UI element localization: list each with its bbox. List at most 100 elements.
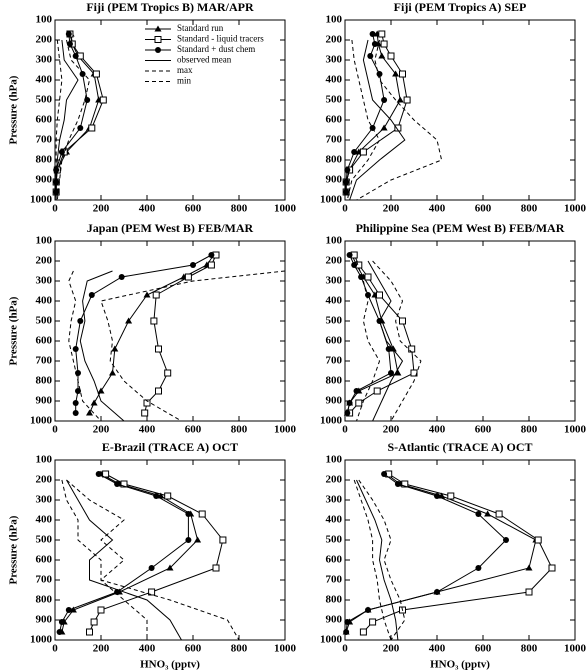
y-tick-label: 300 [36,54,53,66]
y-tick-label: 700 [326,134,343,146]
legend-label: Standard run [177,23,224,33]
marker-circle [369,125,376,131]
profile-line [345,473,507,633]
marker-circle [72,346,79,352]
x-axis-label: HNO₃ (pptv) [430,659,490,671]
x-tick-label: 800 [521,424,538,436]
y-tick-label: 500 [326,534,343,546]
legend-label: Standard - liquid tracers [177,34,264,44]
y-tick-label: 500 [36,315,53,327]
marker-triangle [86,409,93,416]
y-tick-label: 100 [36,14,53,26]
marker-circle [385,346,392,352]
y-tick-label: 400 [326,514,343,526]
profile-line [56,39,91,200]
x-tick-label: 600 [475,203,492,215]
profile-line [349,39,406,200]
marker-square [99,96,107,104]
marker-circle [65,607,72,613]
marker-circle [114,481,121,487]
marker-triangle [154,25,162,32]
marker-circle [58,619,65,625]
profile-line [59,473,189,633]
marker-square [155,387,162,395]
y-tick-label: 800 [36,594,53,606]
marker-triangle [392,70,400,77]
y-tick-label: 800 [326,594,343,606]
panel-title: Philippine Sea (PEM West B) FEB/MAR [356,221,565,235]
y-tick-label: 500 [326,94,343,106]
x-tick-label: 400 [429,203,446,215]
marker-square [155,345,162,353]
marker-circle [381,471,388,477]
marker-square [141,409,149,417]
profile-line [353,479,392,640]
marker-square [376,291,383,299]
y-tick-label: 300 [36,494,53,506]
marker-square [394,124,402,132]
marker-circle [344,167,351,173]
marker-square [150,317,158,325]
marker-circle [95,471,102,477]
marker-square [184,273,192,281]
y-tick-label: 100 [326,454,343,466]
marker-circle [344,410,351,416]
marker-square [380,40,388,48]
profile-line [79,270,125,421]
marker-square [403,96,411,104]
marker-circle [434,589,440,595]
x-tick-label: 1000 [274,203,297,215]
marker-triangle [125,317,133,324]
x-tick-label: 0 [342,643,348,655]
marker-square [355,399,363,407]
profile-line [367,260,404,421]
marker-square [364,273,372,281]
marker-triangle [484,510,492,517]
x-tick-label: 0 [342,424,348,436]
marker-circle [208,252,215,258]
y-axis-label: Pressure (hPa) [8,515,20,584]
marker-circle [351,262,358,268]
profile-line [349,254,415,414]
x-tick-label: 600 [475,643,492,655]
y-tick-label: 900 [326,614,343,626]
profile-line [358,479,406,640]
y-tick-label: 500 [326,315,343,327]
marker-circle [118,274,125,280]
y-tick-label: 1000 [320,194,343,206]
x-tick-label: 600 [185,643,202,655]
plot-frame [54,19,286,201]
profile-line [89,254,215,414]
y-tick-label: 1000 [30,415,53,427]
y-axis-label: Pressure (hPa) [8,75,20,144]
y-tick-label: 800 [36,375,53,387]
plot-frame [344,459,576,641]
profile-line [61,473,199,633]
x-tick-label: 600 [185,424,202,436]
marker-square [495,510,503,518]
marker-circle [72,400,79,406]
marker-circle [190,262,196,268]
x-tick-label: 800 [521,203,538,215]
plot-frame [344,19,576,201]
legend-label: max [177,65,193,75]
marker-circle [371,41,378,47]
y-tick-label: 400 [36,295,53,307]
marker-circle [344,619,351,625]
y-tick-label: 300 [326,54,343,66]
x-tick-label: 200 [93,203,110,215]
x-tick-label: 200 [383,424,400,436]
y-tick-label: 1000 [30,634,53,646]
marker-square [359,148,367,156]
profile-line [100,270,285,421]
x-tick-label: 0 [52,424,58,436]
y-tick-label: 300 [326,494,343,506]
y-tick-label: 800 [36,154,53,166]
profile-line [372,260,422,421]
marker-square [154,36,162,43]
y-tick-label: 600 [326,335,343,347]
y-tick-label: 200 [326,34,343,46]
marker-triangle [157,492,165,499]
